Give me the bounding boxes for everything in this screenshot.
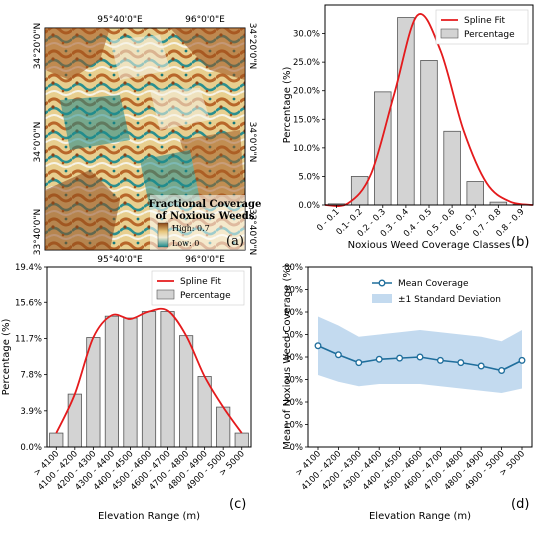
y-tick-label: 50% [284, 331, 303, 341]
panel-label: (b) [511, 235, 529, 250]
bar [197, 376, 212, 448]
panel-b-chart: 0.0%5.0%10.0%15.0%20.0%25.0%30.0%0 - 0.1… [282, 4, 534, 251]
bar [466, 181, 484, 206]
panel-label: (d) [511, 497, 529, 512]
legend-bar-swatch [156, 289, 175, 300]
map-high-region [170, 28, 245, 80]
bar [86, 337, 101, 448]
legend-spline-label: Spline Fit [464, 16, 506, 26]
y-tick-label: 40% [284, 353, 303, 363]
y-tick-label: 15.6% [15, 298, 42, 308]
map-top-lon-label: 95°40'0"E [97, 15, 143, 25]
mean-point [375, 355, 383, 363]
y-tick-label: 11.7% [15, 334, 42, 344]
mean-point [436, 356, 444, 364]
map-right-lat-label: 34°0'0"N [247, 122, 257, 163]
y-tick-label: 60% [284, 308, 303, 318]
y-tick-label: 20.0% [293, 87, 320, 97]
mean-point [477, 362, 485, 370]
map-legend-title-2: of Noxious Weeds [156, 211, 255, 222]
y-tick-label: 0% [290, 443, 304, 453]
x-axis-label: Noxious Weed Coverage Classes [348, 240, 511, 251]
y-tick-label: 20% [284, 398, 303, 408]
y-tick-label: 15.0% [293, 115, 320, 125]
y-tick-label: 30% [284, 376, 303, 386]
panel-a-map: Fractional Coverage of Noxious Weeds Hig… [33, 15, 261, 265]
bar [104, 315, 119, 448]
map-legend-low: Low: 0 [172, 239, 199, 248]
legend-band-label: ±1 Standard Deviation [398, 295, 501, 305]
mean-point [334, 351, 342, 359]
map-right-lat-label: 33°40'0"N [247, 209, 257, 255]
bar [234, 432, 249, 448]
map-legend-high: High: 0.7 [172, 224, 210, 233]
map-high-region [45, 28, 110, 80]
bar [420, 60, 438, 206]
y-tick-label: 0.0% [298, 201, 320, 211]
x-axis-label: Elevation Range (m) [369, 511, 471, 522]
y-tick-label: 25.0% [293, 58, 320, 68]
legend-box [435, 9, 529, 45]
legend-band-swatch [372, 294, 392, 303]
bar [141, 311, 157, 448]
y-tick-label: 10.0% [293, 144, 320, 154]
map-top-lon-label: 96°0'0"E [185, 15, 225, 25]
bar [123, 317, 138, 448]
map-snow-region [110, 35, 170, 80]
y-tick-label: 30.0% [293, 30, 320, 40]
map-left-lat-label: 34°20'0"N [33, 23, 43, 69]
y-tick-label: 3.9% [20, 407, 42, 417]
y-tick-label: 10% [284, 421, 303, 431]
mean-point [416, 353, 424, 361]
spline-fit-line [324, 13, 534, 207]
map-legend-title-1: Fractional Coverage [149, 199, 262, 210]
mean-point [457, 359, 465, 367]
y-tick-label: 70% [284, 286, 303, 296]
mean-point [355, 359, 363, 367]
panel-a-label: (a) [226, 234, 244, 249]
bar [49, 432, 64, 448]
y-axis-label: Mean of Noxious Weed Coverage (%) [282, 264, 293, 450]
mean-point [396, 354, 404, 362]
y-tick-label: 19.4% [15, 263, 42, 273]
map-low-region [60, 95, 130, 150]
bar [443, 130, 461, 206]
mean-point [518, 356, 526, 364]
legend-bar-label: Percentage [180, 291, 231, 301]
legend-mean-label: Mean Coverage [398, 279, 469, 289]
y-tick-label: 7.8% [20, 371, 42, 381]
legend-bar-label: Percentage [464, 30, 515, 40]
legend-mean-marker [378, 279, 386, 287]
bar [67, 393, 82, 448]
y-axis-label: Percentage (%) [282, 67, 293, 144]
map-bottom-lon-label: 96°0'0"E [185, 255, 225, 265]
mean-point [314, 342, 322, 350]
map-left-lat-label: 33°40'0"N [33, 209, 43, 255]
mean-point [498, 367, 506, 374]
spline-fit-line [55, 307, 243, 434]
legend-box [151, 270, 245, 306]
y-tick-label: 0.0% [20, 443, 42, 453]
legend-bar-swatch [440, 28, 459, 39]
map-high-region [45, 170, 120, 250]
map-bottom-lon-label: 95°40'0"E [97, 255, 143, 265]
y-tick-label: 80% [284, 263, 303, 273]
bar [179, 335, 194, 448]
y-axis-label: Percentage (%) [1, 319, 12, 396]
map-snow-region [150, 88, 210, 130]
map-left-lat-label: 34°0'0"N [33, 122, 43, 163]
panel-label: (c) [229, 497, 246, 512]
map-right-lat-label: 34°20'0"N [247, 23, 257, 69]
bar [160, 311, 175, 448]
x-axis-label: Elevation Range (m) [98, 511, 200, 522]
y-tick-label: 5.0% [298, 172, 320, 182]
legend-spline-label: Spline Fit [180, 277, 222, 287]
bar [350, 176, 369, 206]
map-legend-colorbar [157, 222, 169, 248]
bar [374, 91, 392, 206]
